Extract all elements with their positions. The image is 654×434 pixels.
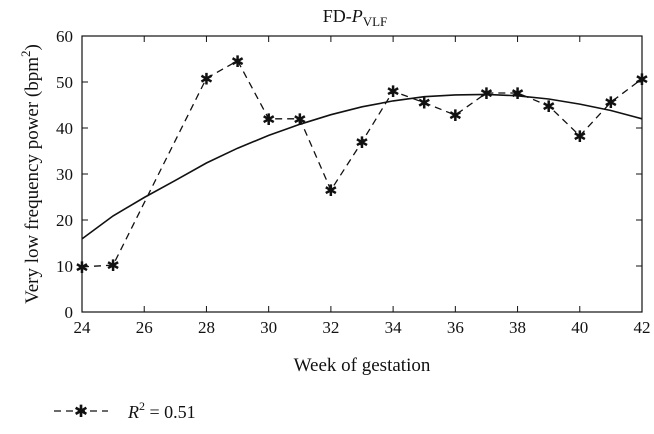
legend-label: R2 = 0.51 <box>127 399 196 422</box>
legend-label-var: R <box>127 402 139 422</box>
y-tick-label: 60 <box>56 27 73 46</box>
x-tick-label: 32 <box>322 318 339 337</box>
title-main: P <box>351 6 363 26</box>
data-point-marker: ✱ <box>480 84 493 103</box>
legend-label-sup: 2 <box>139 399 145 413</box>
data-point-marker: ✱ <box>386 82 399 101</box>
data-point-marker: ✱ <box>75 258 88 277</box>
legend: ✱ R2 = 0.51 <box>54 399 196 422</box>
title-prefix: FD- <box>323 6 352 26</box>
data-point-marker: ✱ <box>604 93 617 112</box>
title-subscript: VLF <box>363 14 388 29</box>
x-tick-label: 42 <box>634 318 651 337</box>
chart-title: FD-PVLF <box>323 6 388 29</box>
legend-label-rest: = 0.51 <box>145 402 196 422</box>
data-point-marker: ✱ <box>324 181 337 200</box>
x-tick-label: 36 <box>447 318 464 337</box>
plot-area-frame <box>81 35 643 313</box>
data-point-marker: ✱ <box>418 94 431 113</box>
y-axis-label-superscript: 2 <box>18 50 33 57</box>
y-axis-label-suffix: ) <box>22 44 43 50</box>
y-tick-label: 50 <box>56 73 73 92</box>
y-tick-label: 30 <box>56 165 73 184</box>
data-point-marker: ✱ <box>635 70 648 89</box>
data-point-marker: ✱ <box>231 52 244 71</box>
x-tick-label: 26 <box>136 318 153 337</box>
y-tick-label: 40 <box>56 119 73 138</box>
data-point-marker: ✱ <box>200 69 213 88</box>
data-series-line <box>81 59 643 268</box>
y-tick-label: 10 <box>56 257 73 276</box>
x-axis-ticks: 24 26 28 30 32 34 36 38 40 42 <box>74 36 651 337</box>
y-axis-label: Very low frequency power (bpm2) <box>18 44 43 304</box>
data-point-marker: ✱ <box>262 110 275 129</box>
x-tick-label: 38 <box>509 318 526 337</box>
x-tick-label: 34 <box>385 318 403 337</box>
y-axis-ticks: 0 10 20 30 40 50 60 <box>56 27 642 322</box>
data-point-marker: ✱ <box>511 84 524 103</box>
data-point-marker: ✱ <box>542 97 555 116</box>
legend-marker-sample: ✱ <box>74 402 88 422</box>
x-tick-label: 40 <box>571 318 588 337</box>
x-tick-label: 24 <box>74 318 92 337</box>
x-tick-label: 28 <box>198 318 215 337</box>
data-point-marker: ✱ <box>106 256 119 275</box>
x-tick-label: 30 <box>260 318 277 337</box>
y-tick-label: 0 <box>65 303 74 322</box>
data-point-marker: ✱ <box>573 127 586 146</box>
y-axis-label-text: Very low frequency power (bpm <box>22 57 43 304</box>
data-point-marker: ✱ <box>355 133 368 152</box>
fit-curve <box>81 93 643 240</box>
y-tick-label: 20 <box>56 211 73 230</box>
data-point-marker: ✱ <box>449 106 462 125</box>
x-axis-label: Week of gestation <box>294 355 431 376</box>
series-layer: ✱ ✱✱✱✱ ✱✱✱✱✱✱✱ ✱✱✱✱✱ <box>75 52 648 277</box>
